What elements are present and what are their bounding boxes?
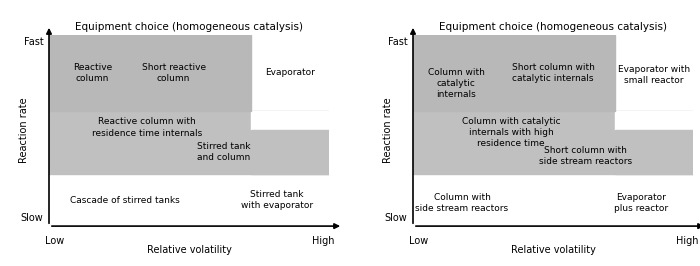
Text: Short column with
catalytic internals: Short column with catalytic internals [512, 63, 594, 83]
Text: Evaporator
plus reactor: Evaporator plus reactor [614, 193, 668, 213]
Text: Slow: Slow [385, 213, 407, 223]
Bar [251, 111, 329, 130]
Text: High: High [676, 236, 699, 246]
Bar [615, 111, 693, 130]
Text: Reactive
column: Reactive column [73, 63, 112, 83]
Title: Equipment choice (homogeneous catalysis): Equipment choice (homogeneous catalysis) [439, 22, 667, 32]
Bar [251, 130, 329, 174]
Text: Low: Low [45, 236, 64, 246]
Text: Evaporator with
small reactor: Evaporator with small reactor [617, 65, 690, 85]
Text: Reactive column with
residence time internals: Reactive column with residence time inte… [92, 117, 202, 138]
Bar [413, 35, 615, 111]
Text: Reaction rate: Reaction rate [19, 98, 29, 163]
Bar [49, 111, 329, 174]
Text: Stirred tank
with evaporator: Stirred tank with evaporator [241, 190, 314, 210]
Text: Cascade of stirred tanks: Cascade of stirred tanks [70, 196, 179, 205]
Text: Short column with
side stream reactors: Short column with side stream reactors [538, 146, 632, 166]
Text: Evaporator: Evaporator [265, 68, 315, 77]
Text: Stirred tank
and column: Stirred tank and column [197, 142, 251, 163]
Text: Column with
catalytic
internals: Column with catalytic internals [428, 68, 485, 99]
Text: Low: Low [409, 236, 428, 246]
Text: Relative volatility: Relative volatility [146, 245, 232, 255]
Bar [615, 130, 693, 174]
Text: Reaction rate: Reaction rate [383, 98, 393, 163]
Text: Slow: Slow [21, 213, 43, 223]
Text: Column with catalytic
internals with high
residence time: Column with catalytic internals with hig… [462, 117, 560, 148]
Title: Equipment choice (homogeneous catalysis): Equipment choice (homogeneous catalysis) [75, 22, 303, 32]
Text: High: High [312, 236, 335, 246]
Text: Fast: Fast [24, 37, 43, 47]
Text: Column with
side stream reactors: Column with side stream reactors [415, 193, 509, 213]
Bar [49, 35, 251, 111]
Bar [413, 111, 693, 174]
Text: Relative volatility: Relative volatility [510, 245, 596, 255]
Text: Fast: Fast [388, 37, 407, 47]
Text: Short reactive
column: Short reactive column [141, 63, 206, 83]
